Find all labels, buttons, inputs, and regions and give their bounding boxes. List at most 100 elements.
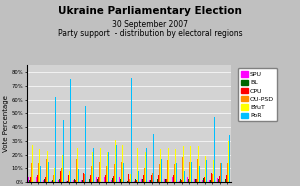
Bar [150,179,151,182]
Bar [183,146,184,182]
Bar [114,164,115,182]
Bar [229,135,230,182]
Bar [191,162,192,182]
Bar [141,179,142,182]
Bar [46,159,47,182]
Bar [157,177,158,182]
Bar [166,179,167,182]
Bar [77,148,78,182]
Bar [142,179,143,182]
Bar [96,177,97,182]
Bar [83,173,84,182]
Bar [135,179,136,182]
Bar [194,179,195,182]
Bar [91,166,92,182]
Bar [47,151,48,182]
Bar [167,160,168,182]
Bar [39,149,40,182]
Bar [149,180,150,182]
Bar [172,179,173,182]
Bar [44,179,45,182]
Bar [209,180,210,182]
Bar [164,179,165,182]
Bar [213,160,214,182]
Bar [59,179,60,182]
Bar [45,177,46,182]
Bar [146,148,147,182]
Bar [196,179,197,182]
Bar [180,179,181,182]
Bar [202,180,203,182]
Bar [70,79,71,182]
Bar [81,180,82,182]
Bar [99,162,100,182]
Text: Party support  - distribution by electoral regions: Party support - distribution by electora… [58,29,242,38]
Bar [36,177,37,182]
Bar [31,163,32,182]
Bar [198,146,199,182]
Bar [40,166,41,182]
Bar [37,179,38,182]
Bar [218,179,219,182]
Bar [206,160,207,182]
Bar [175,149,176,182]
Bar [197,159,198,182]
Bar [134,181,135,182]
Bar [228,141,229,182]
Bar [58,179,59,182]
Bar [145,152,146,182]
Bar [38,163,39,182]
Bar [103,177,104,182]
Bar [205,152,206,182]
Bar [181,180,182,182]
Bar [151,175,152,182]
Bar [100,148,101,182]
Bar [98,177,99,182]
Bar [92,152,93,182]
Legend: SPU, BL, CPU, OU-PSD, BYuT, PoR: SPU, BL, CPU, OU-PSD, BYuT, PoR [238,68,277,121]
Bar [182,158,183,182]
Bar [33,164,34,182]
Bar [100,163,101,182]
Bar [173,175,174,182]
Bar [190,146,191,182]
Bar [195,179,196,182]
Bar [212,174,213,182]
Bar [90,175,91,182]
Bar [127,181,128,182]
Bar [62,155,63,182]
Bar [122,145,123,182]
Bar [189,162,190,182]
Bar [217,178,218,182]
Bar [211,173,212,182]
Bar [131,78,132,182]
Bar [224,179,225,182]
Bar [89,179,90,182]
Bar [68,175,69,182]
Bar [204,177,205,182]
Bar [214,118,215,182]
Bar [78,169,79,182]
Bar [29,179,30,182]
Text: 30 September 2007: 30 September 2007 [112,20,188,28]
Bar [210,179,211,182]
Bar [225,179,226,182]
Bar [43,179,44,182]
Bar [179,181,180,182]
Bar [169,166,170,182]
Bar [203,178,204,182]
Bar [74,179,75,182]
Bar [113,176,114,182]
Bar [128,174,129,182]
Bar [187,177,188,182]
Bar [28,177,29,182]
Bar [220,148,221,182]
Bar [67,181,68,182]
Bar [53,175,54,182]
Bar [112,178,113,182]
Bar [153,159,154,182]
Bar [84,174,85,182]
Bar [69,178,70,182]
Bar [108,152,109,182]
Bar [111,179,112,182]
